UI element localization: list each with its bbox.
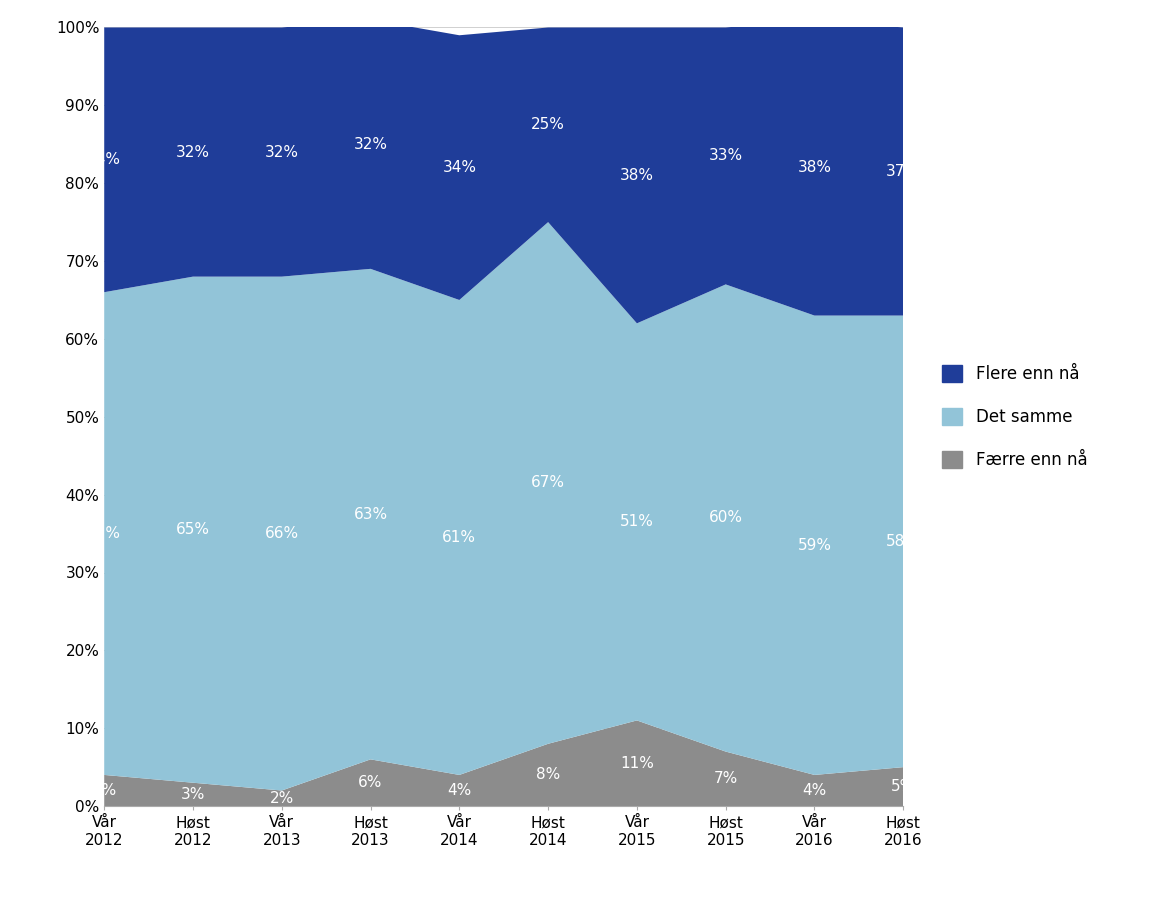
Text: 3%: 3%	[181, 787, 205, 802]
Text: 51%: 51%	[620, 515, 654, 529]
Text: 34%: 34%	[442, 160, 476, 175]
Text: 4%: 4%	[93, 783, 116, 798]
Legend: Flere enn nå, Det samme, Færre enn nå: Flere enn nå, Det samme, Færre enn nå	[936, 358, 1094, 475]
Text: 63%: 63%	[353, 507, 388, 521]
Text: 4%: 4%	[447, 783, 471, 798]
Text: 25%: 25%	[532, 117, 565, 132]
Text: 59%: 59%	[798, 538, 831, 552]
Text: 60%: 60%	[709, 510, 742, 526]
Text: 32%: 32%	[265, 145, 299, 159]
Text: 61%: 61%	[442, 530, 476, 545]
Text: 5%: 5%	[892, 780, 915, 794]
Text: 38%: 38%	[798, 160, 831, 175]
Text: 66%: 66%	[265, 526, 299, 541]
Text: 62%: 62%	[87, 526, 122, 541]
Text: 4%: 4%	[802, 783, 827, 798]
Text: 33%: 33%	[709, 148, 742, 163]
Text: 6%: 6%	[358, 775, 383, 791]
Text: 34%: 34%	[87, 152, 122, 168]
Text: 32%: 32%	[176, 145, 210, 159]
Text: 67%: 67%	[532, 475, 565, 490]
Text: 38%: 38%	[620, 168, 654, 183]
Text: 11%: 11%	[620, 756, 654, 770]
Text: 7%: 7%	[713, 771, 738, 786]
Text: 65%: 65%	[176, 522, 210, 537]
Text: 2%: 2%	[270, 791, 294, 806]
Text: 8%: 8%	[536, 768, 560, 782]
Text: 37%: 37%	[886, 164, 921, 179]
Text: 32%: 32%	[353, 136, 388, 152]
Text: 58%: 58%	[886, 534, 921, 549]
